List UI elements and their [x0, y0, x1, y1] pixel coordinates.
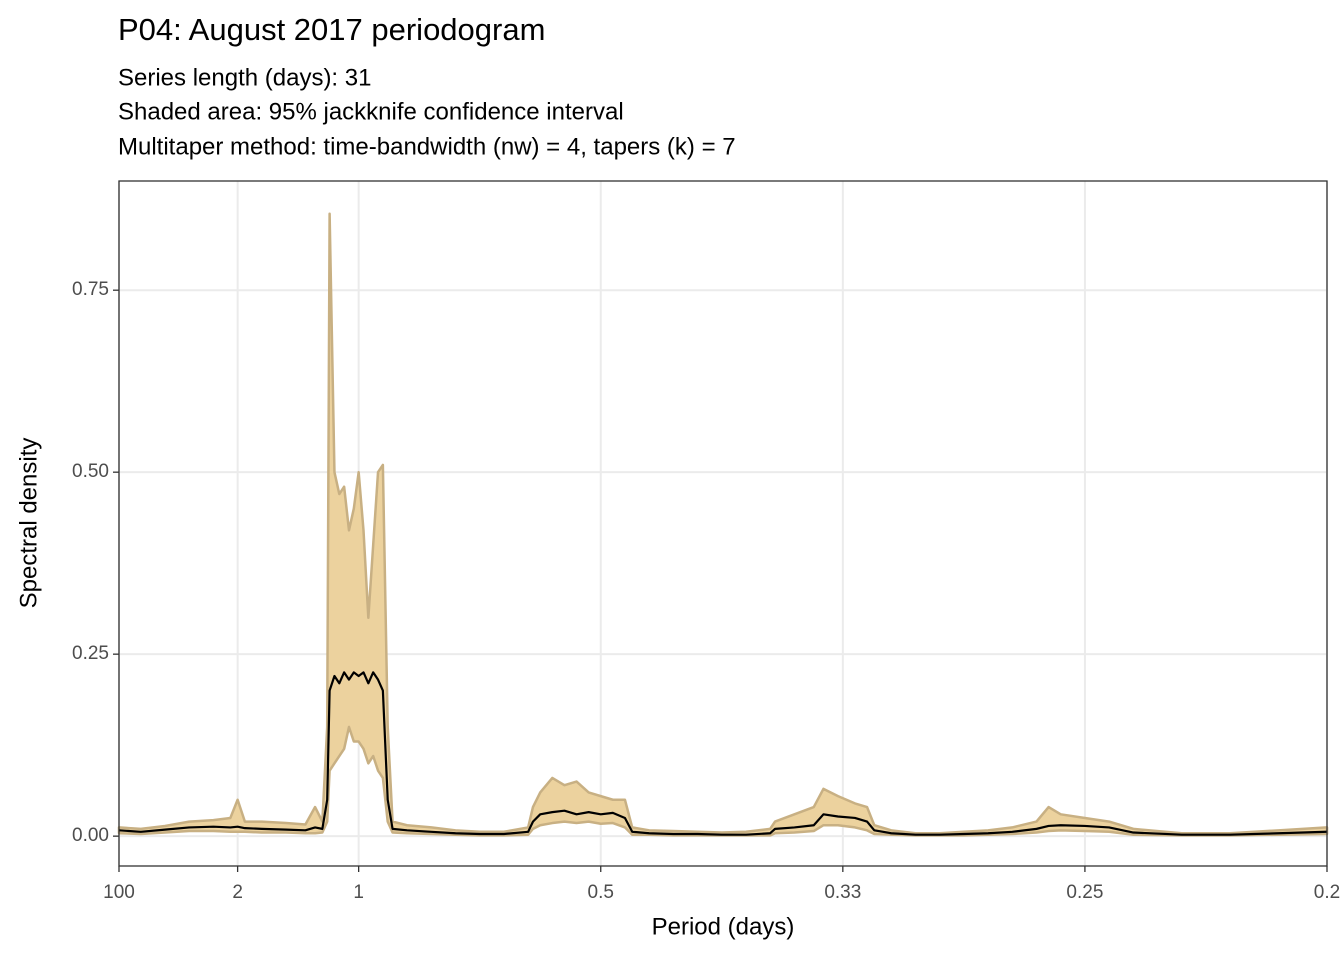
- y-tick-label: 0.25: [72, 643, 109, 664]
- x-tick-label: 0.33: [824, 882, 861, 903]
- subtitle: Shaded area: 95% jackknife confidence in…: [118, 98, 624, 125]
- panel-border: [118, 180, 1328, 867]
- y-tick-label: 0.00: [72, 825, 109, 846]
- y-tick-label: 0.50: [72, 461, 109, 482]
- subtitle: Multitaper method: time-bandwidth (nw) =…: [118, 133, 736, 160]
- x-tick-label: 0.25: [1066, 882, 1103, 903]
- x-tick-label: 0.5: [588, 882, 614, 903]
- x-tick-label: 1: [353, 882, 364, 903]
- grid: [118, 181, 1328, 866]
- panel-background: [119, 181, 1327, 866]
- chart-title: P04: August 2017 periodogram: [118, 12, 545, 47]
- x-tick-label: 0.2: [1314, 882, 1340, 903]
- estimate-line: [118, 671, 1328, 836]
- y-tick-label: 0.75: [72, 279, 109, 300]
- y-axis-label: Spectral density: [15, 438, 42, 609]
- x-tick-label: 100: [103, 882, 135, 903]
- axes: 0.00 0.25 0.50 0.75 100 2 1 0.5 0.33 0.25 0.2: [72, 279, 1340, 903]
- subtitle: Series length (days): 31: [118, 64, 371, 91]
- x-axis-label: Period (days): [652, 913, 795, 940]
- x-tick-label: 2: [232, 882, 243, 903]
